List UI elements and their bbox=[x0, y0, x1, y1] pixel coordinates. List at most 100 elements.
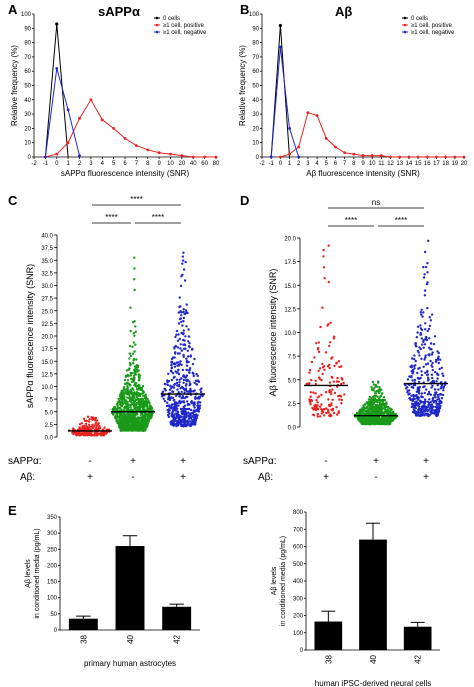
data-point bbox=[418, 346, 421, 349]
data-point bbox=[139, 398, 143, 401]
data-point bbox=[437, 361, 440, 365]
data-point bbox=[129, 406, 132, 409]
data-point bbox=[173, 382, 177, 386]
x-tick-label: 5 bbox=[325, 161, 329, 167]
data-point bbox=[131, 395, 134, 398]
data-point bbox=[378, 401, 381, 404]
x-tick-label: 9 bbox=[157, 161, 161, 167]
data-point bbox=[170, 407, 173, 410]
data-point bbox=[321, 408, 324, 412]
data-point bbox=[415, 410, 418, 414]
data-point bbox=[359, 419, 362, 423]
data-point bbox=[439, 392, 442, 396]
data-point bbox=[342, 381, 345, 385]
data-point bbox=[199, 390, 203, 394]
data-point bbox=[316, 348, 320, 351]
data-point bbox=[141, 409, 144, 412]
data-point bbox=[424, 328, 427, 331]
data-point bbox=[404, 387, 408, 390]
data-point bbox=[420, 337, 423, 340]
data-point bbox=[372, 383, 375, 386]
data-point bbox=[115, 419, 119, 422]
data-point bbox=[88, 425, 92, 428]
data-point bbox=[85, 425, 88, 428]
data-point bbox=[174, 370, 177, 373]
d-g2-sappa: + bbox=[373, 456, 379, 467]
data-point bbox=[419, 311, 422, 314]
data-point bbox=[84, 433, 88, 437]
data-point bbox=[412, 394, 415, 397]
data-point bbox=[111, 412, 114, 415]
x-tick-label: 2 bbox=[78, 161, 82, 167]
data-point bbox=[434, 360, 438, 363]
data-point bbox=[182, 310, 185, 314]
data-point bbox=[183, 416, 186, 420]
data-point bbox=[169, 152, 172, 156]
x-tick-label: 4 bbox=[315, 161, 319, 167]
data-point bbox=[368, 402, 371, 406]
data-point bbox=[378, 391, 381, 394]
data-point bbox=[376, 395, 379, 398]
x-tick-label: 38 bbox=[324, 654, 333, 663]
data-point bbox=[192, 413, 196, 417]
data-point bbox=[127, 374, 130, 377]
data-point bbox=[128, 357, 131, 360]
data-point bbox=[82, 425, 85, 429]
data-point bbox=[103, 426, 106, 429]
data-point bbox=[333, 364, 336, 368]
data-point bbox=[437, 355, 440, 358]
data-point bbox=[187, 335, 191, 338]
data-point bbox=[55, 22, 59, 26]
data-point bbox=[423, 289, 427, 292]
data-point bbox=[138, 376, 141, 379]
data-point bbox=[313, 356, 316, 359]
data-point bbox=[440, 381, 443, 384]
data-point bbox=[188, 371, 191, 374]
x-tick-label: -1 bbox=[43, 161, 49, 167]
data-point bbox=[425, 282, 429, 286]
data-point bbox=[179, 317, 182, 320]
data-point bbox=[66, 108, 70, 112]
data-point bbox=[198, 395, 201, 398]
data-point bbox=[369, 418, 373, 421]
data-point bbox=[133, 278, 136, 281]
data-point bbox=[314, 382, 317, 386]
data-point bbox=[214, 155, 218, 159]
data-point bbox=[78, 431, 81, 435]
data-point bbox=[320, 403, 323, 406]
data-point bbox=[416, 371, 419, 375]
data-point bbox=[126, 420, 129, 423]
data-point bbox=[436, 393, 439, 397]
data-point bbox=[138, 374, 142, 377]
data-point bbox=[317, 350, 321, 354]
c-g1-abeta: + bbox=[87, 472, 93, 483]
data-point bbox=[379, 394, 383, 398]
data-point bbox=[431, 396, 435, 400]
data-point bbox=[174, 409, 177, 412]
data-point bbox=[427, 239, 430, 242]
legend-marker bbox=[403, 30, 407, 34]
y-tick-label: 0 bbox=[54, 628, 58, 634]
data-point bbox=[78, 154, 81, 157]
data-point bbox=[163, 399, 167, 403]
significance-label: ns bbox=[372, 198, 380, 207]
data-point bbox=[316, 415, 319, 418]
significance-label: **** bbox=[152, 213, 164, 222]
data-point bbox=[172, 356, 175, 359]
data-point bbox=[430, 348, 433, 351]
data-point bbox=[383, 399, 386, 402]
data-point bbox=[127, 404, 130, 407]
data-point bbox=[180, 154, 184, 157]
data-point bbox=[172, 408, 175, 412]
data-point bbox=[432, 400, 436, 403]
data-point bbox=[178, 383, 181, 387]
data-point bbox=[278, 155, 282, 159]
data-point bbox=[329, 341, 332, 344]
y-tick-label: 10.0 bbox=[284, 331, 296, 337]
y-tick-label: 0.0 bbox=[288, 426, 297, 432]
legend-marker bbox=[403, 16, 407, 20]
data-point bbox=[131, 398, 134, 401]
data-point bbox=[428, 346, 431, 349]
data-point bbox=[117, 423, 121, 427]
data-point bbox=[121, 400, 124, 403]
